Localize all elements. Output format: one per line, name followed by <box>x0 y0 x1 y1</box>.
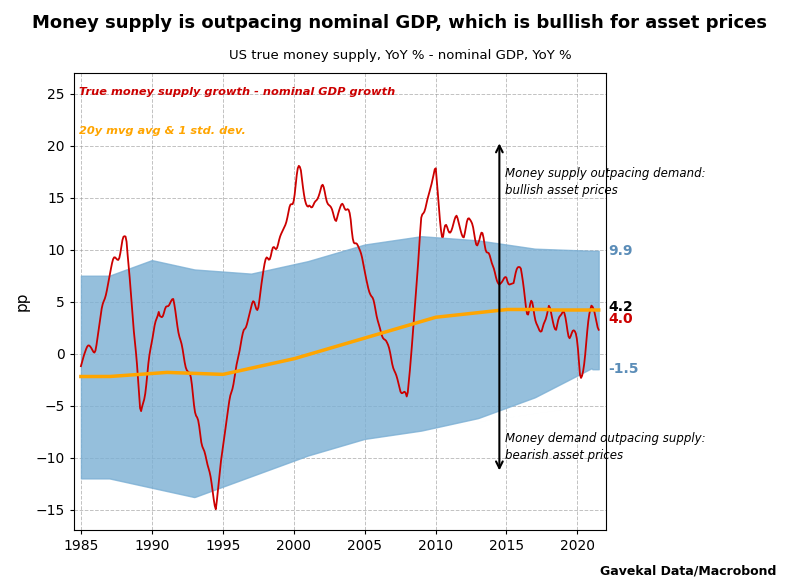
Text: -1.5: -1.5 <box>608 362 638 376</box>
Text: 4.2: 4.2 <box>608 300 633 314</box>
Text: US true money supply, YoY % - nominal GDP, YoY %: US true money supply, YoY % - nominal GD… <box>229 49 571 62</box>
Text: 20y mvg avg & 1 std. dev.: 20y mvg avg & 1 std. dev. <box>79 126 246 136</box>
Text: Money supply is outpacing nominal GDP, which is bullish for asset prices: Money supply is outpacing nominal GDP, w… <box>33 14 767 32</box>
Text: Money supply outpacing demand:
bullish asset prices: Money supply outpacing demand: bullish a… <box>505 167 706 197</box>
Text: True money supply growth - nominal GDP growth: True money supply growth - nominal GDP g… <box>79 87 395 97</box>
Text: 4.0: 4.0 <box>608 313 633 327</box>
Text: 9.9: 9.9 <box>608 244 632 258</box>
Text: Money demand outpacing supply:
bearish asset prices: Money demand outpacing supply: bearish a… <box>505 432 706 462</box>
Text: Gavekal Data/Macrobond: Gavekal Data/Macrobond <box>600 564 776 577</box>
Y-axis label: pp: pp <box>15 292 30 311</box>
